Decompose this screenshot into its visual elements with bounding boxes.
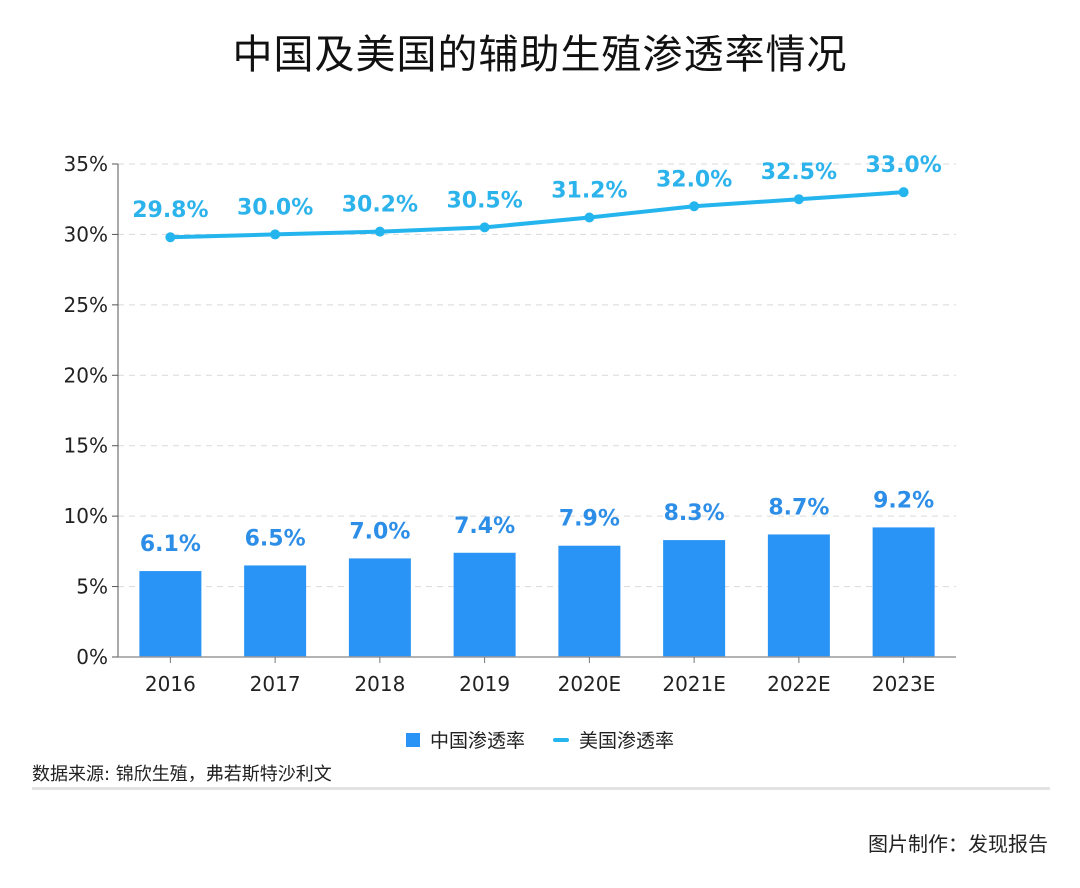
- bar-value-label: 7.4%: [454, 514, 515, 539]
- line-point: [584, 212, 595, 223]
- x-tick-label: 2023E: [872, 672, 936, 696]
- us-rate-line: [168, 190, 906, 240]
- x-tick-label: 2017: [250, 672, 301, 696]
- y-tick-label: 35%: [64, 152, 108, 176]
- line-value-label: 32.0%: [656, 167, 732, 192]
- bar-value-label: 8.7%: [768, 495, 829, 520]
- line-value-label: 30.5%: [446, 188, 522, 213]
- line-value-label: 30.0%: [237, 195, 313, 220]
- line-series: [165, 187, 909, 243]
- x-tick-label: 2020E: [558, 672, 622, 696]
- x-tick-label: 2022E: [767, 672, 831, 696]
- line-point: [898, 187, 909, 198]
- legend-item-china[interactable]: 中国渗透率: [405, 726, 525, 753]
- y-tick-label: 15%: [64, 434, 108, 458]
- data-labels: 6.1% 6.5% 7.0% 7.4% 7.9% 8.3% 8.7% 9.2% 29.8% 30.…: [132, 153, 942, 557]
- legend-label-china: 中国渗透率: [429, 730, 525, 752]
- x-tick-label: 2019: [459, 672, 510, 696]
- bar: [453, 552, 516, 657]
- bar: [872, 527, 935, 657]
- bar-value-label: 8.3%: [664, 501, 725, 526]
- legend-label-usa: 美国渗透率: [579, 730, 675, 752]
- gridlines: [118, 163, 956, 588]
- divider: [32, 787, 1050, 790]
- bar-series: [139, 527, 935, 657]
- bar-value-label: 7.9%: [559, 507, 620, 532]
- line-value-label: 33.0%: [865, 153, 941, 178]
- data-source-note: 数据来源: 锦欣生殖，弗若斯特沙利文: [32, 764, 332, 785]
- line-value-label: 30.2%: [342, 193, 418, 218]
- chart-legend: 中国渗透率 美国渗透率: [0, 726, 1080, 753]
- line-point: [165, 232, 176, 243]
- bar: [139, 571, 202, 657]
- line-point: [374, 226, 385, 237]
- y-tick-label: 25%: [64, 293, 108, 317]
- bar-value-label: 6.5%: [245, 526, 306, 551]
- y-tick-label: 10%: [64, 504, 108, 528]
- image-credit: 图片制作：发现报告: [868, 832, 1048, 856]
- x-axis: 2016 2017 2018 2019 2020E 2021E 2022E 2023E: [118, 656, 956, 696]
- y-tick-label: 20%: [64, 363, 108, 387]
- chart-canvas: 0%5%10%15%20%25%30%35% 2016 2017 2018 2019 2…: [64, 152, 956, 696]
- y-tick-label: 0%: [76, 645, 108, 669]
- x-tick-label: 2016: [145, 672, 196, 696]
- bar-value-label: 6.1%: [140, 532, 201, 557]
- legend-item-usa[interactable]: 美国渗透率: [553, 726, 674, 753]
- x-tick-label: 2018: [354, 672, 405, 696]
- y-tick-label: 30%: [64, 222, 108, 246]
- line-value-label: 29.8%: [132, 198, 208, 223]
- line-value-label: 32.5%: [761, 160, 837, 185]
- y-axis: 0% 5% 10% 15% 20% 25% 30% 35%: [64, 152, 119, 669]
- legend-swatch-bar: [405, 732, 420, 747]
- x-tick-label: 2021E: [662, 672, 726, 696]
- bar: [663, 540, 726, 657]
- bar: [348, 558, 411, 657]
- line-point: [270, 229, 281, 240]
- y-tick-label: 5%: [76, 575, 108, 599]
- legend-swatch-line: [553, 737, 569, 742]
- line-point: [479, 222, 490, 233]
- chart-title: 中国及美国的辅助生殖渗透率情况: [232, 32, 848, 78]
- bar: [558, 545, 621, 657]
- line-point: [793, 194, 804, 205]
- bar: [244, 565, 307, 657]
- line-point: [689, 201, 700, 212]
- bar-value-label: 9.2%: [873, 488, 934, 513]
- line-value-label: 31.2%: [551, 179, 627, 204]
- bar-value-label: 7.0%: [349, 519, 410, 544]
- bar: [767, 534, 830, 657]
